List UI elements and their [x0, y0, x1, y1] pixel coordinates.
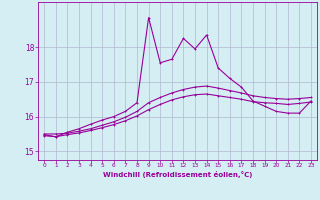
X-axis label: Windchill (Refroidissement éolien,°C): Windchill (Refroidissement éolien,°C) — [103, 171, 252, 178]
